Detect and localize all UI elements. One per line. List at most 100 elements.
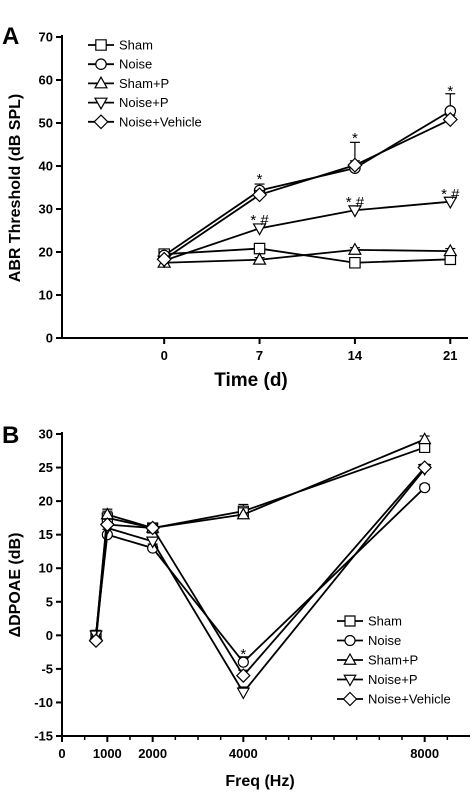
y-tick-label: 25 — [39, 460, 53, 475]
legend-label-sham: Sham — [368, 614, 402, 629]
y-tick-label: -15 — [34, 729, 53, 744]
panel-b-y-axis-title: ΔDPOAE (dB) — [7, 533, 24, 638]
series-line-noise — [163, 110, 451, 257]
y-tick-label: 60 — [39, 73, 53, 88]
legend-marker-noise-p — [93, 97, 109, 111]
x-tick-label: 2000 — [138, 746, 167, 761]
data-point-sham-p — [236, 507, 251, 520]
data-point-sham-p — [443, 243, 458, 257]
y-tick-label: 5 — [46, 594, 53, 609]
data-point-sham — [349, 256, 361, 269]
data-point-noise-p — [252, 223, 267, 236]
x-tick-label: 8000 — [410, 746, 439, 761]
x-tick-label: 0 — [58, 746, 65, 761]
y-tick-label: 30 — [39, 202, 53, 217]
x-tick-label: 0 — [161, 348, 168, 363]
data-point-noise-p — [443, 196, 458, 210]
data-point-noise-p — [145, 536, 160, 549]
legend-label-noise-p: Noise+P — [119, 95, 169, 110]
legend: Sham Noise Sham+P Noise+P Noise+Vehicle — [88, 38, 202, 130]
y-tick-label: 10 — [39, 288, 53, 303]
series-sham-p — [157, 242, 458, 268]
x-tick-label: 21 — [443, 348, 457, 363]
legend-marker-sham-p — [343, 652, 357, 665]
legend-marker-noise-vehicle — [342, 691, 358, 707]
data-point-noise-vehicle — [156, 251, 172, 267]
data-point-noise-vehicle — [347, 157, 363, 173]
data-point-noise-vehicle — [417, 460, 433, 475]
data-point-noise-vehicle — [251, 187, 268, 203]
x-tick-label: 14 — [348, 348, 363, 363]
significance-annotation: * — [240, 646, 246, 663]
y-tick-label: 20 — [39, 245, 53, 260]
data-point-sham-p — [252, 252, 267, 265]
y-tick-label: 70 — [39, 30, 53, 45]
legend-label-noise: Noise — [119, 57, 152, 72]
data-point-noise — [237, 656, 249, 668]
series-sham-p — [89, 432, 432, 641]
y-tick-label: 50 — [39, 116, 53, 131]
panel-a-plot-area: 0 10 20 30 40 50 60 70 0 7 14 21 * * * * # * # * # Sham Noi… — [39, 30, 468, 363]
significance-annotation: * — [447, 83, 453, 100]
data-point-sham-p — [417, 432, 432, 445]
x-tick-label: 7 — [256, 348, 263, 363]
panel-b: B ΔDPOAE (dB) Freq (Hz) -15 -10 -5 0 5 10 15 20… — [2, 422, 470, 790]
y-tick-label: 0 — [46, 628, 53, 643]
panel-b-label: B — [2, 422, 19, 449]
panel-b-x-axis-title: Freq (Hz) — [225, 773, 294, 790]
series-line-sham-p — [164, 248, 451, 264]
series-noise-vehicle — [156, 111, 458, 267]
legend-label-sham-p: Sham+P — [119, 76, 169, 91]
legend-label-noise-p: Noise+P — [368, 672, 418, 687]
legend-label-noise-vehicle: Noise+Vehicle — [119, 114, 202, 129]
panel-a-y-axis-title: ABR Threshold (dB SPL) — [7, 94, 24, 282]
x-tick-label: 4000 — [229, 746, 258, 761]
series-noise — [158, 93, 457, 262]
legend-label-sham: Sham — [119, 38, 153, 53]
legend-label-sham-p: Sham+P — [368, 653, 418, 668]
legend-marker-noise-vehicle — [93, 114, 109, 130]
significance-annotation: * # — [441, 186, 460, 203]
legend-label-noise: Noise — [368, 633, 401, 648]
x-tick-label: 1000 — [93, 746, 122, 761]
data-point-noise-vehicle — [99, 517, 115, 532]
panel-a: A ABR Threshold (dB SPL) Time (d) 0 10 20 3… — [2, 23, 468, 391]
series-line-sham — [95, 446, 425, 636]
data-point-noise — [419, 482, 431, 494]
y-tick-label: 0 — [46, 331, 53, 346]
data-point-noise-p — [347, 205, 362, 218]
series-line-sham-p — [95, 438, 426, 636]
data-point-noise-vehicle — [235, 668, 251, 683]
data-point-noise-vehicle — [442, 111, 458, 128]
data-point-noise-vehicle — [88, 633, 104, 649]
legend-marker-noise — [95, 58, 107, 70]
significance-annotation: * — [352, 130, 358, 147]
y-tick-label: 20 — [39, 494, 53, 509]
y-tick-label: 10 — [39, 561, 53, 576]
panel-a-x-axis-title: Time (d) — [214, 370, 288, 391]
y-tick-label: 30 — [39, 427, 53, 442]
significance-annotation: * — [257, 171, 263, 188]
data-point-noise-vehicle — [145, 520, 161, 536]
series-line-noise-vehicle — [163, 118, 451, 261]
panel-a-label: A — [2, 23, 19, 50]
significance-annotation: * # — [346, 194, 365, 211]
data-point-sham — [253, 242, 266, 255]
legend-marker-sham — [95, 39, 107, 51]
legend-label-noise-vehicle: Noise+Vehicle — [368, 692, 451, 707]
series-noise-vehicle — [88, 460, 433, 683]
series-sham — [90, 441, 431, 641]
legend-marker-sham-p — [93, 75, 109, 89]
legend-marker-noise-p — [343, 674, 357, 687]
y-tick-label: 40 — [39, 159, 53, 174]
legend-marker-noise — [344, 634, 356, 647]
significance-annotation: * # — [250, 212, 269, 229]
legend: Sham Noise Sham+P Noise+P Noise+Vehicle — [337, 614, 451, 707]
legend-marker-sham — [344, 615, 356, 627]
y-tick-label: -5 — [41, 661, 53, 676]
y-tick-label: -10 — [34, 695, 53, 710]
series-line-noise-p — [163, 200, 451, 262]
data-point-sham-p — [347, 242, 362, 255]
data-point-noise-p — [236, 687, 251, 700]
